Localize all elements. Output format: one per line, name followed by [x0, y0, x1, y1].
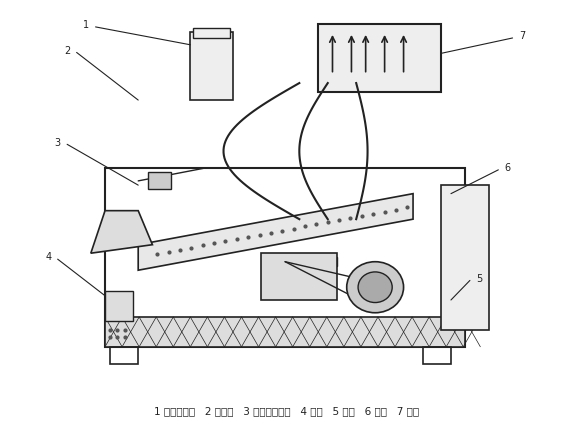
- Text: 1 物料喂入斗   2 接石斗   3 筛面调节机构   4 石子   5 大豆   6 物料   7 风流: 1 物料喂入斗 2 接石斗 3 筛面调节机构 4 石子 5 大豆 6 物料 7 …: [154, 406, 420, 416]
- Bar: [148, 172, 172, 189]
- Text: 2: 2: [64, 46, 70, 56]
- Bar: [110, 347, 138, 364]
- Bar: [191, 32, 233, 100]
- Circle shape: [347, 262, 404, 313]
- Bar: [105, 317, 465, 347]
- Bar: [441, 185, 489, 330]
- Polygon shape: [91, 211, 153, 253]
- Bar: [422, 347, 451, 364]
- Bar: [261, 253, 338, 300]
- Bar: [105, 291, 134, 321]
- Bar: [318, 23, 441, 91]
- Text: 7: 7: [519, 31, 525, 41]
- Text: 6: 6: [505, 163, 511, 173]
- Bar: [105, 168, 465, 347]
- Text: 1: 1: [83, 20, 89, 30]
- Text: 4: 4: [45, 252, 51, 262]
- Text: 5: 5: [476, 274, 483, 284]
- Text: 3: 3: [55, 138, 61, 148]
- Polygon shape: [138, 194, 413, 270]
- Polygon shape: [280, 258, 338, 266]
- Bar: [193, 28, 230, 38]
- Circle shape: [358, 272, 392, 303]
